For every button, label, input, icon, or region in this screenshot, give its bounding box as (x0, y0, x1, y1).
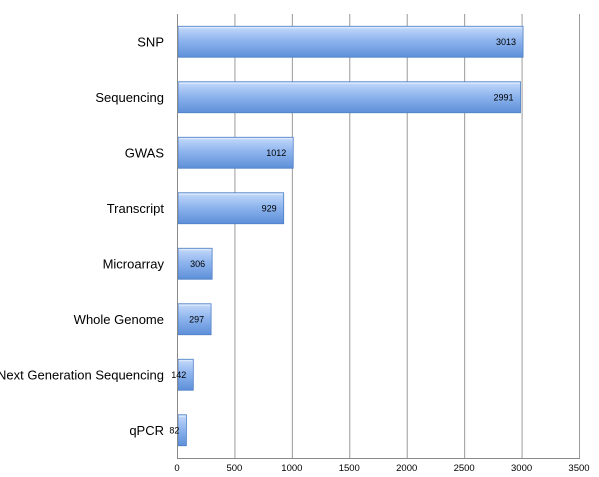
category-label: Microarray (103, 256, 165, 271)
category-label: Transcript (107, 201, 165, 216)
category-label: Sequencing (95, 90, 164, 105)
data-label: 306 (190, 259, 205, 269)
x-tick-label: 0 (174, 463, 179, 474)
x-tick-label: 1500 (339, 463, 360, 474)
grid-lines (234, 14, 580, 458)
x-tick-label: 3000 (511, 463, 532, 474)
data-label: 297 (189, 314, 204, 324)
data-label: 142 (171, 370, 186, 380)
category-label: SNP (137, 34, 164, 49)
x-tick-label: 500 (226, 463, 242, 474)
labels: 0 500 1000 1500 2000 2500 3000 3500 SNP 3013 Seque… (0, 34, 590, 474)
bar (177, 81, 521, 114)
category-label: Whole Genome (74, 312, 164, 327)
x-tick-label: 1000 (281, 463, 302, 474)
data-label: 82 (169, 425, 179, 435)
bar (177, 25, 524, 58)
data-label: 2991 (494, 92, 514, 102)
bar (177, 136, 294, 169)
category-label: GWAS (125, 145, 165, 160)
bars (177, 25, 524, 447)
data-label: 3013 (496, 37, 516, 47)
data-label: 929 (262, 203, 277, 213)
axes (177, 14, 580, 459)
category-label: Next Generation Sequencing (0, 367, 164, 382)
data-label: 1012 (266, 148, 286, 158)
x-tick-label: 2000 (396, 463, 417, 474)
category-label: qPCR (129, 423, 164, 438)
x-tick-label: 3500 (568, 463, 589, 474)
bar (177, 303, 212, 336)
x-tick-label: 2500 (454, 463, 475, 474)
